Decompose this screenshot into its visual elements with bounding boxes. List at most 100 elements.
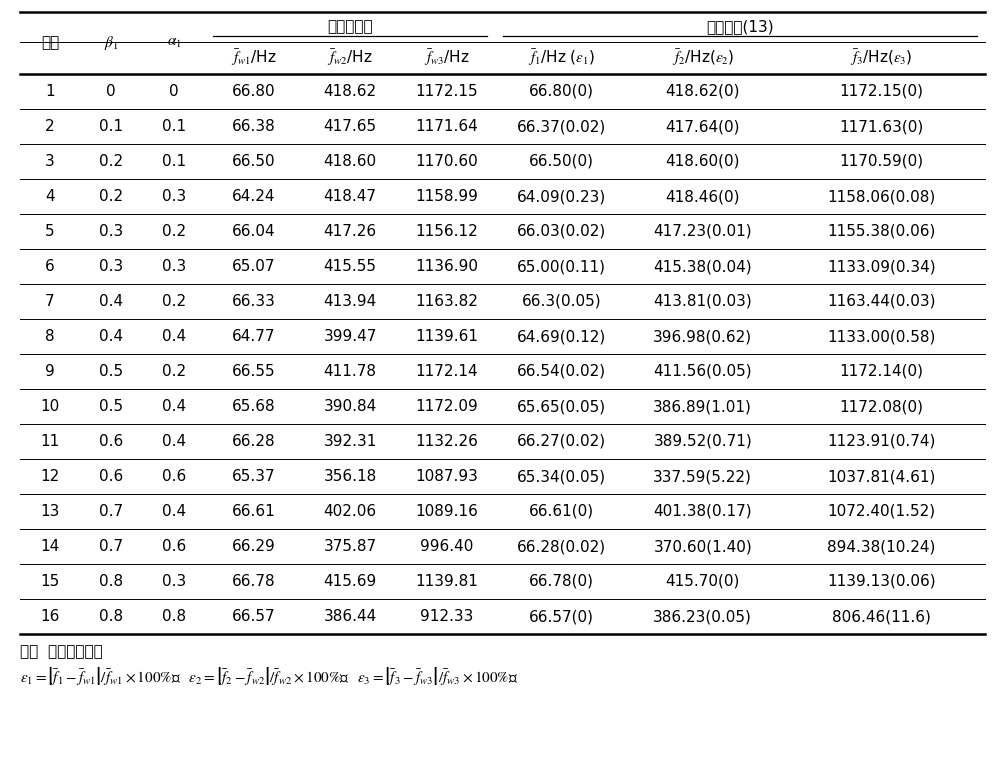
Text: 1123.91(0.74): 1123.91(0.74): [827, 434, 935, 449]
Text: 0.3: 0.3: [162, 574, 186, 589]
Text: 1172.09: 1172.09: [415, 399, 478, 414]
Text: 0.4: 0.4: [162, 329, 186, 344]
Text: 66.29: 66.29: [232, 539, 275, 554]
Text: 0.3: 0.3: [99, 259, 123, 274]
Text: 370.60(1.40): 370.60(1.40): [653, 539, 752, 554]
Text: 4: 4: [45, 189, 55, 204]
Text: 64.69(0.12): 64.69(0.12): [517, 329, 606, 344]
Text: 64.24: 64.24: [232, 189, 275, 204]
Text: 65.00(0.11): 65.00(0.11): [517, 259, 606, 274]
Text: 1171.64: 1171.64: [415, 119, 478, 134]
Text: 66.28: 66.28: [232, 434, 275, 449]
Text: 66.57(0): 66.57(0): [529, 609, 594, 624]
Text: 3: 3: [45, 154, 55, 169]
Text: 0.7: 0.7: [99, 539, 123, 554]
Text: 415.38(0.04): 415.38(0.04): [653, 259, 752, 274]
Text: 337.59(5.22): 337.59(5.22): [653, 469, 752, 484]
Text: 386.89(1.01): 386.89(1.01): [653, 399, 752, 414]
Text: 16: 16: [40, 609, 60, 624]
Text: 1155.38(0.06): 1155.38(0.06): [827, 224, 935, 239]
Text: 0.4: 0.4: [162, 504, 186, 519]
Text: 估算公式(13): 估算公式(13): [706, 19, 774, 35]
Text: 66.54(0.02): 66.54(0.02): [517, 364, 606, 379]
Text: 65.37: 65.37: [232, 469, 275, 484]
Text: 1072.40(1.52): 1072.40(1.52): [827, 504, 935, 519]
Text: 392.31: 392.31: [323, 434, 377, 449]
Text: 66.78(0): 66.78(0): [529, 574, 594, 589]
Text: 1: 1: [45, 84, 55, 99]
Text: 1158.99: 1158.99: [415, 189, 478, 204]
Text: 1172.15: 1172.15: [415, 84, 478, 99]
Text: 0.1: 0.1: [162, 119, 186, 134]
Text: 66.3(0.05): 66.3(0.05): [522, 294, 601, 309]
Text: 0.1: 0.1: [99, 119, 123, 134]
Text: 0.6: 0.6: [162, 539, 186, 554]
Text: 66.55: 66.55: [232, 364, 275, 379]
Text: 0.5: 0.5: [99, 399, 123, 414]
Text: 386.44: 386.44: [323, 609, 377, 624]
Text: 5: 5: [45, 224, 55, 239]
Text: 0.3: 0.3: [162, 189, 186, 204]
Text: 66.03(0.02): 66.03(0.02): [517, 224, 606, 239]
Text: 65.68: 65.68: [232, 399, 275, 414]
Text: 413.94: 413.94: [323, 294, 377, 309]
Text: 418.46(0): 418.46(0): [665, 189, 740, 204]
Text: $\bar{f}_{2}$/Hz($\varepsilon_2$): $\bar{f}_{2}$/Hz($\varepsilon_2$): [672, 48, 734, 68]
Text: 0.2: 0.2: [99, 189, 123, 204]
Text: 389.52(0.71): 389.52(0.71): [653, 434, 752, 449]
Text: 411.78: 411.78: [324, 364, 377, 379]
Text: $\beta_1$: $\beta_1$: [104, 34, 118, 52]
Text: 0.4: 0.4: [99, 294, 123, 309]
Text: 1139.81: 1139.81: [415, 574, 478, 589]
Text: 0: 0: [106, 84, 116, 99]
Text: 417.23(0.01): 417.23(0.01): [653, 224, 752, 239]
Text: 396.98(0.62): 396.98(0.62): [653, 329, 752, 344]
Text: 0.8: 0.8: [162, 609, 186, 624]
Text: 14: 14: [40, 539, 60, 554]
Text: 8: 8: [45, 329, 55, 344]
Text: 1133.00(0.58): 1133.00(0.58): [827, 329, 935, 344]
Text: 66.50: 66.50: [232, 154, 275, 169]
Text: 工况: 工况: [41, 35, 59, 51]
Text: 417.64(0): 417.64(0): [665, 119, 740, 134]
Text: $\varepsilon_1 = \left|\bar{f}_1 - \bar{f}_{w1}\right|/\bar{f}_{w1}\times100\%$，: $\varepsilon_1 = \left|\bar{f}_1 - \bar{…: [20, 665, 518, 687]
Text: 11: 11: [40, 434, 60, 449]
Text: 894.38(10.24): 894.38(10.24): [827, 539, 935, 554]
Text: 0.3: 0.3: [162, 259, 186, 274]
Text: 0.2: 0.2: [99, 154, 123, 169]
Text: 0.7: 0.7: [99, 504, 123, 519]
Text: 66.61(0): 66.61(0): [529, 504, 594, 519]
Text: 10: 10: [40, 399, 60, 414]
Text: 1172.14(0): 1172.14(0): [839, 364, 923, 379]
Text: 1171.63(0): 1171.63(0): [839, 119, 923, 134]
Text: 66.33: 66.33: [232, 294, 275, 309]
Text: 66.37(0.02): 66.37(0.02): [517, 119, 606, 134]
Text: 9: 9: [45, 364, 55, 379]
Text: 65.65(0.05): 65.65(0.05): [517, 399, 606, 414]
Text: 66.57: 66.57: [232, 609, 275, 624]
Text: 1158.06(0.08): 1158.06(0.08): [827, 189, 935, 204]
Text: $\bar{f}_{w3}$/Hz: $\bar{f}_{w3}$/Hz: [424, 48, 469, 68]
Text: $\alpha_1$: $\alpha_1$: [167, 35, 181, 51]
Text: 0.4: 0.4: [99, 329, 123, 344]
Text: 1139.13(0.06): 1139.13(0.06): [827, 574, 936, 589]
Text: 375.87: 375.87: [323, 539, 377, 554]
Text: 0.5: 0.5: [99, 364, 123, 379]
Text: 415.70(0): 415.70(0): [666, 574, 740, 589]
Text: 1037.81(4.61): 1037.81(4.61): [827, 469, 935, 484]
Text: 1139.61: 1139.61: [415, 329, 478, 344]
Text: 1172.08(0): 1172.08(0): [839, 399, 923, 414]
Text: $\bar{f}_{w1}$/Hz: $\bar{f}_{w1}$/Hz: [231, 48, 276, 68]
Text: 7: 7: [45, 294, 55, 309]
Text: 418.62(0): 418.62(0): [665, 84, 740, 99]
Text: 1089.16: 1089.16: [415, 504, 478, 519]
Text: 66.78: 66.78: [232, 574, 275, 589]
Text: 2: 2: [45, 119, 55, 134]
Text: 15: 15: [40, 574, 60, 589]
Text: 0.6: 0.6: [99, 469, 123, 484]
Text: 418.47: 418.47: [324, 189, 377, 204]
Text: $\bar{f}_{1}$/Hz ($\varepsilon_1$): $\bar{f}_{1}$/Hz ($\varepsilon_1$): [528, 48, 595, 68]
Text: 1163.44(0.03): 1163.44(0.03): [827, 294, 936, 309]
Text: 1087.93: 1087.93: [415, 469, 478, 484]
Text: 66.38: 66.38: [232, 119, 275, 134]
